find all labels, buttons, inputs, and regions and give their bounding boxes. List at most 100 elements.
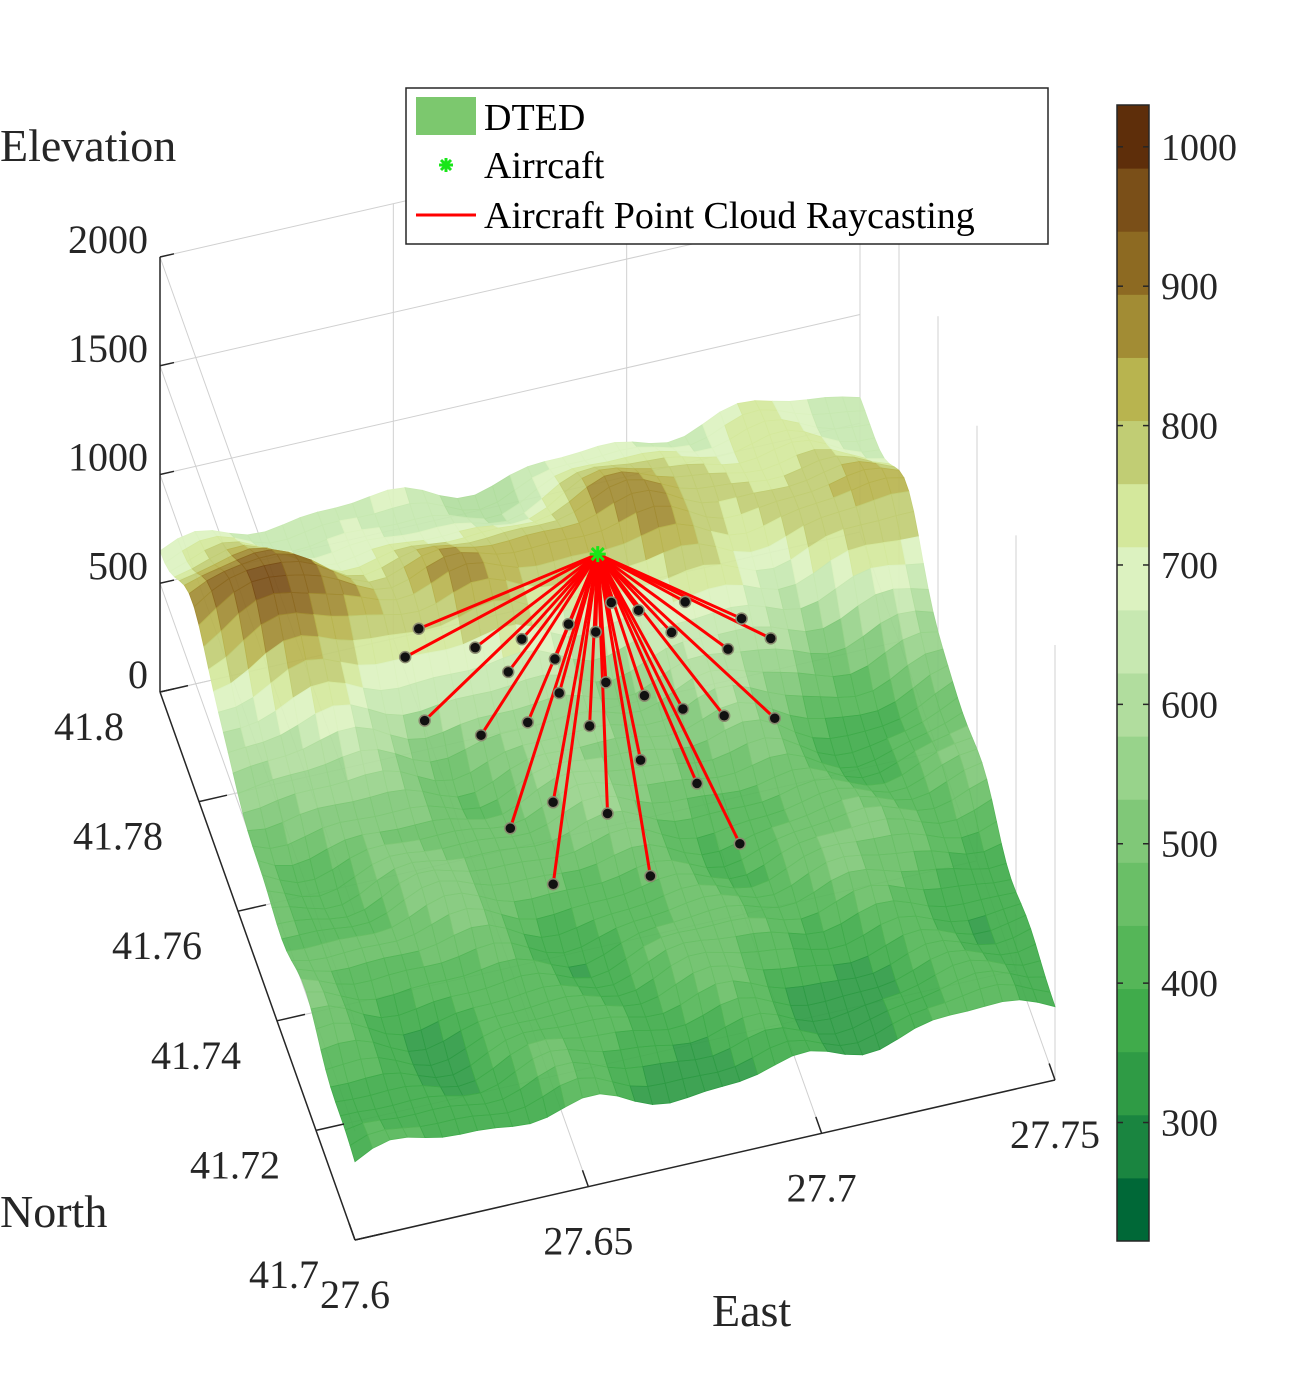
z-axis-label: Elevation <box>0 120 176 171</box>
colorbar-segment <box>1117 1051 1149 1116</box>
colorbar-tick-label: 900 <box>1161 266 1218 308</box>
ray-line <box>479 553 600 737</box>
y-tick-label: 41.76 <box>112 923 202 968</box>
ray-hit-point <box>764 632 778 645</box>
surface-cell <box>1032 988 1056 1008</box>
ray-hit-point <box>676 702 690 716</box>
ray-hit-point <box>502 665 515 679</box>
colorbar-segment <box>1117 420 1149 485</box>
ray-line <box>474 552 599 649</box>
x-axis-line <box>354 1079 1056 1241</box>
colorbar-segment <box>1117 1114 1149 1179</box>
ray-hit-point <box>665 626 678 639</box>
colorbar-segment <box>1117 231 1149 295</box>
x-tick <box>815 1116 823 1134</box>
ray-hit-point <box>548 652 562 666</box>
legend-label-aircraft: Airrcaft <box>484 145 605 187</box>
z-tick <box>159 253 175 258</box>
ray-line <box>526 553 600 723</box>
x-tick-label: 27.7 <box>787 1165 857 1210</box>
ray-hit-point <box>638 689 651 702</box>
ray-hit-point <box>605 596 618 609</box>
ray-hit-point <box>562 617 575 631</box>
ray-hit-point <box>589 625 602 639</box>
colorbar-segment <box>1117 862 1149 926</box>
y-tick-label: 41.7 <box>249 1252 319 1297</box>
y-tick-label: 41.8 <box>54 704 124 749</box>
ray-hit-point <box>690 777 704 790</box>
y-tick <box>198 794 228 803</box>
ray-line <box>596 553 643 761</box>
ray-line <box>418 552 599 631</box>
ray-hit-point <box>418 714 431 727</box>
z-tick-label: 2000 <box>68 217 148 262</box>
ray-layer <box>398 546 781 891</box>
z-tick <box>159 688 175 693</box>
colorbar-segment <box>1117 546 1149 611</box>
ray-hit-point <box>599 676 613 689</box>
y-tick <box>315 1123 345 1132</box>
colorbar-segment <box>1117 609 1149 674</box>
z-tick-label: 1000 <box>68 435 148 480</box>
z-tick <box>159 361 175 367</box>
ray-line <box>596 553 776 720</box>
y-tick <box>237 904 267 912</box>
ray-line <box>551 553 600 885</box>
colorbar-segment <box>1117 168 1149 232</box>
colorbar-segment <box>1117 105 1149 169</box>
colorbar-segment <box>1117 1177 1149 1242</box>
colorbar-segment <box>1117 925 1149 990</box>
y-tick-label: 41.74 <box>151 1033 241 1078</box>
ray-line <box>551 553 600 803</box>
colorbar-tick-label: 400 <box>1161 963 1218 1005</box>
colorbar-tick-label: 1000 <box>1161 127 1237 169</box>
ray-line <box>596 552 729 651</box>
colorbar: 300 400 500 600 700 800 900 1000 <box>1116 104 1237 1242</box>
ray-hit-point <box>398 650 412 664</box>
x-axis-label: East <box>712 1285 791 1336</box>
ray-line <box>588 554 600 727</box>
ray-hit-point <box>583 719 596 733</box>
ray-hit-point <box>515 632 529 646</box>
legend: DTED Airrcaft Aircraft Point Cloud Rayca… <box>405 87 1049 245</box>
colorbar-segment <box>1117 483 1149 548</box>
ray-hit-point <box>474 728 488 742</box>
y-axis-label: North <box>0 1186 107 1237</box>
x-tick <box>1048 1063 1056 1081</box>
ray-hit-point <box>601 807 614 820</box>
colorbar-segment <box>1117 294 1149 358</box>
colorbar-tick-label: 600 <box>1161 684 1218 726</box>
colorbar-tick-label: 500 <box>1161 824 1218 866</box>
ray-hit-point <box>468 641 482 654</box>
colorbar-frame <box>1116 104 1150 1242</box>
legend-marker-aircraft <box>439 158 453 172</box>
ray-line <box>596 553 646 697</box>
z-tick <box>159 579 175 584</box>
colorbar-segment <box>1117 988 1149 1053</box>
ray-hit-point <box>733 837 747 851</box>
colorbar-segment <box>1117 736 1149 800</box>
colorbar-tick-label: 300 <box>1161 1103 1218 1145</box>
ray-line <box>596 553 742 845</box>
y-tick <box>276 1013 306 1022</box>
colorbar-tick-label: 800 <box>1161 406 1218 448</box>
ray-hit-point <box>634 753 647 767</box>
ray-hit-point <box>735 612 748 625</box>
ray-line <box>596 553 726 717</box>
ray-hit-point <box>768 712 781 725</box>
y-axis-line <box>159 691 356 1241</box>
ray-hit-point <box>546 878 560 891</box>
ray-line <box>596 553 699 785</box>
colorbar-tick-label: 700 <box>1161 545 1218 587</box>
ray-hit-point <box>552 686 566 700</box>
ray-line <box>423 553 599 722</box>
y-tick <box>354 1232 384 1241</box>
z-tick-label: 1500 <box>68 326 148 371</box>
ray-hit-point <box>632 604 645 617</box>
x-tick-label: 27.6 <box>320 1272 390 1317</box>
y-tick-label: 41.72 <box>190 1142 280 1187</box>
ray-hit-point <box>644 869 657 883</box>
ray-line <box>507 553 599 673</box>
